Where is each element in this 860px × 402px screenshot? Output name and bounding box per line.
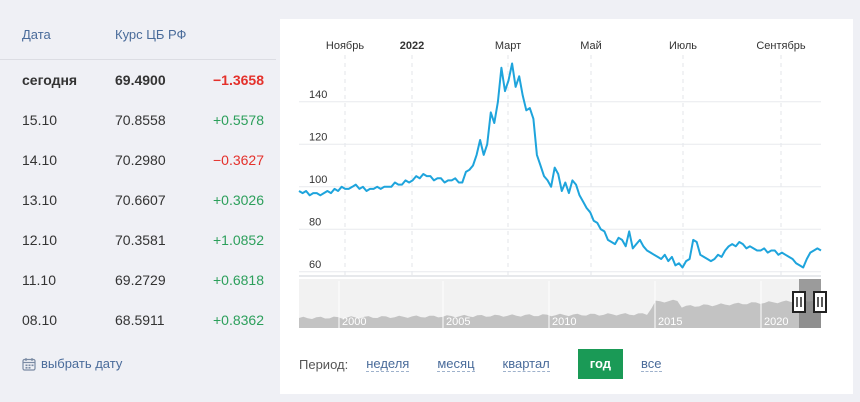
rates-table-header: Дата Курс ЦБ РФ <box>0 0 276 60</box>
header-rate[interactable]: Курс ЦБ РФ <box>115 27 187 42</box>
table-row: 08.10 68.5911 +0.8362 <box>0 301 276 341</box>
table-row: 12.10 70.3581 +1.0852 <box>0 221 276 261</box>
navigator-year-label: 2010 <box>552 316 576 328</box>
period-quarter[interactable]: квартал <box>502 356 550 372</box>
row-date: 14.10 <box>22 152 58 168</box>
period-label: Период: <box>299 356 349 372</box>
row-change: +0.6818 <box>213 272 264 288</box>
period-month[interactable]: месяц <box>437 356 475 372</box>
row-date: 12.10 <box>22 232 58 248</box>
y-tick-label: 100 <box>309 174 327 186</box>
pick-date-link[interactable]: выбрать дату <box>22 356 122 371</box>
navigator-year-label: 2015 <box>658 316 682 328</box>
row-change: +1.0852 <box>213 232 264 248</box>
row-change: +0.5578 <box>213 112 264 128</box>
x-tick-label: Июль <box>669 40 697 52</box>
table-row: 15.10 70.8558 +0.5578 <box>0 101 276 141</box>
navigator-year-label: 2005 <box>446 316 470 328</box>
row-change: +0.3026 <box>213 192 264 208</box>
y-tick-label: 140 <box>309 89 327 101</box>
x-tick-label: Май <box>580 40 602 52</box>
row-rate: 69.4900 <box>115 72 166 88</box>
navigator-year-label: 2000 <box>342 316 366 328</box>
row-rate: 69.2729 <box>115 272 166 288</box>
x-tick-label: Март <box>495 40 521 52</box>
period-selector: Период: неделя месяц квартал год все <box>299 349 690 379</box>
navigator-handle-left[interactable] <box>792 291 806 313</box>
series-line-0 <box>298 62 822 269</box>
period-all[interactable]: все <box>641 356 662 372</box>
row-date: 11.10 <box>22 272 56 288</box>
row-rate: 70.2980 <box>115 152 166 168</box>
row-change: −1.3658 <box>213 72 264 88</box>
x-tick-label: Ноябрь <box>326 40 364 52</box>
period-year[interactable]: год <box>577 349 624 379</box>
navigator-year-label: 2020 <box>764 316 788 328</box>
table-row: сегодня 69.4900 −1.3658 <box>0 61 276 101</box>
x-tick-label: 2022 <box>400 40 424 52</box>
row-date: 08.10 <box>22 312 58 328</box>
row-rate: 70.3581 <box>115 232 166 248</box>
navigator-area <box>299 299 821 328</box>
row-rate: 68.5911 <box>115 312 165 328</box>
navigator-handle-right[interactable] <box>813 291 827 313</box>
y-tick-label: 80 <box>309 216 321 228</box>
calendar-icon <box>22 357 36 371</box>
chart-panel: Ноябрь 2022 Март Май Июль Сентябрь 60 80 100 120… <box>280 19 853 394</box>
row-change: +0.8362 <box>213 312 264 328</box>
table-row: 13.10 70.6607 +0.3026 <box>0 181 276 221</box>
table-row: 11.10 69.2729 +0.6818 <box>0 261 276 301</box>
x-tick-label: Сентябрь <box>756 40 806 52</box>
rates-table: Дата Курс ЦБ РФ сегодня 69.4900 −1.3658 15.… <box>0 0 276 402</box>
row-change: −0.3627 <box>213 152 264 168</box>
table-row: 14.10 70.2980 −0.3627 <box>0 141 276 181</box>
row-date: сегодня <box>22 72 78 88</box>
row-date: 15.10 <box>22 112 58 128</box>
y-tick-label: 60 <box>309 259 321 271</box>
row-date: 13.10 <box>22 192 58 208</box>
pick-date-label: выбрать дату <box>41 356 123 371</box>
row-rate: 70.8558 <box>115 112 166 128</box>
rate-chart[interactable]: Ноябрь 2022 Март Май Июль Сентябрь 60 80 100 120… <box>280 19 853 344</box>
row-rate: 70.6607 <box>115 192 166 208</box>
header-date[interactable]: Дата <box>22 27 51 42</box>
y-tick-label: 120 <box>309 131 327 143</box>
period-week[interactable]: неделя <box>366 356 410 372</box>
